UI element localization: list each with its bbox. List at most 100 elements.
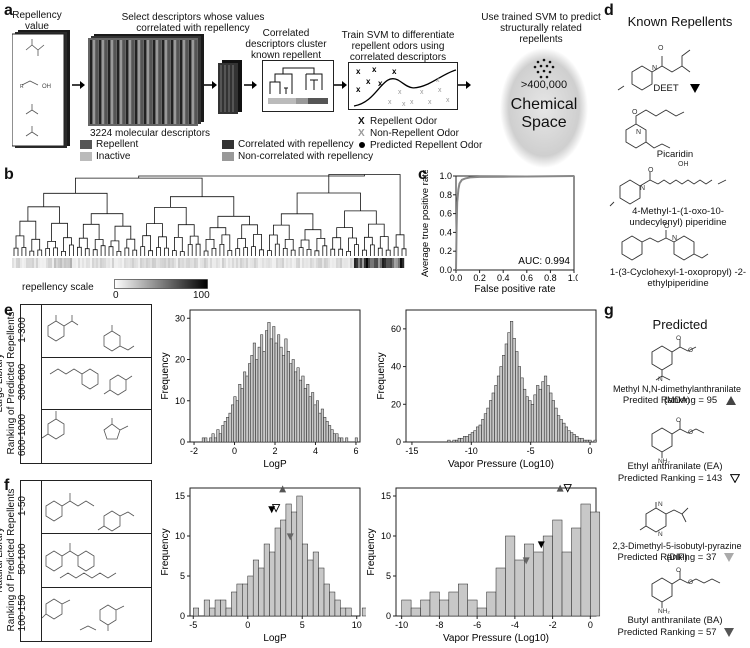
- heat-cell: [266, 258, 269, 268]
- heat-cell: [70, 258, 73, 268]
- dendrogram-heatmap: [12, 174, 407, 268]
- heat-cell: [122, 258, 125, 268]
- step1-text: Select descriptors whose values correlat…: [121, 12, 265, 34]
- natural-logp-bar: [301, 543, 308, 617]
- large-vp-bar: [541, 381, 545, 443]
- heat-cell: [124, 258, 127, 268]
- natural-vp-x-tick-label: -6: [473, 620, 481, 630]
- heat-cell: [358, 258, 361, 268]
- large-logp-bar: [255, 359, 259, 443]
- heat-cell: [348, 258, 351, 268]
- heat-cell: [216, 258, 219, 268]
- natural-vp-bar: [448, 591, 459, 617]
- heat-cell: [212, 258, 215, 268]
- large-logp-bar: [226, 417, 230, 443]
- natural-logp-x-axis-label: LogP: [263, 633, 287, 644]
- natural-logp-bar: [296, 495, 303, 617]
- svg-text:x: x: [356, 85, 361, 94]
- descriptor-stripe: [168, 40, 170, 124]
- large-logp-bar: [296, 367, 300, 443]
- legend-swatch-noncorrelated: [222, 152, 234, 161]
- descriptor-stripe: [150, 40, 152, 124]
- dip-marker-icon: [724, 553, 734, 562]
- panel-label-g: g: [604, 302, 614, 319]
- heat-cell: [376, 258, 379, 268]
- heat-cell: [346, 258, 349, 268]
- descriptor-stripe: [123, 40, 125, 124]
- svg-text:O: O: [676, 417, 681, 424]
- heat-cell: [206, 258, 209, 268]
- heat-cell: [34, 258, 37, 268]
- natural-vp-bar: [533, 551, 544, 617]
- heat-cell: [210, 258, 213, 268]
- natural-logp-bar: [323, 583, 330, 617]
- descriptor-stripe: [180, 40, 182, 124]
- ba-ranking: Predicted Ranking = 57: [617, 627, 717, 638]
- svg-text:O: O: [648, 167, 654, 174]
- heat-cell: [232, 258, 235, 268]
- heat-cell: [136, 258, 139, 268]
- heat-cell: [252, 258, 255, 268]
- heat-cell: [98, 258, 101, 268]
- large-logp-bar: [269, 338, 273, 443]
- heat-cell: [334, 258, 337, 268]
- heat-cell: [58, 258, 61, 268]
- descriptor-stripe: [186, 40, 188, 124]
- large-library-structures-box: [20, 304, 152, 464]
- large-logp-y-tick-label: 20: [175, 355, 185, 365]
- heat-cell: [246, 258, 249, 268]
- large-logp-bar: [335, 433, 339, 443]
- large-logp-bar: [318, 412, 322, 443]
- large-vp-bar: [515, 351, 519, 443]
- svm-legend-dot-icon: [359, 142, 365, 148]
- descriptor-stripe: [93, 40, 95, 124]
- large-logp-bar: [262, 351, 266, 443]
- natural-vapor-pressure-histogram: -10 -8 -6 -4 -2 0 0 5 10 15 Vapor Pressure (Log10)…: [366, 484, 601, 644]
- mda-marker-icon: [726, 396, 736, 405]
- large-logp-bar: [267, 322, 271, 443]
- heat-cell: [342, 258, 345, 268]
- heat-cell: [344, 258, 347, 268]
- large-vp-bar: [452, 439, 456, 443]
- heat-cell: [262, 258, 265, 268]
- heat-cell: [36, 258, 39, 268]
- large-logp-bar: [306, 384, 310, 443]
- roc-y-tick-label: 0.0: [439, 265, 452, 275]
- large-vp-y-axis-label: Frequency: [376, 352, 387, 399]
- large-vp-x-tick-label: -15: [405, 446, 418, 456]
- heat-cell: [396, 258, 399, 268]
- large-logp-bar: [316, 400, 319, 443]
- natural-logp-bar: [274, 527, 281, 617]
- roc-y-tick-label: 0.8: [439, 190, 452, 200]
- natural-vp-bar: [410, 607, 421, 617]
- large-vp-bar: [491, 392, 495, 443]
- svg-text:N: N: [658, 501, 663, 508]
- heat-cell: [320, 258, 323, 268]
- heat-cell: [352, 258, 355, 268]
- heat-cell: [84, 258, 87, 268]
- large-vp-bar: [551, 400, 555, 443]
- heat-cell: [132, 258, 135, 268]
- heat-cell: [78, 258, 81, 268]
- dip-ranking: Predicted Ranking = 37: [617, 552, 717, 563]
- natural-vp-x-tick-label: -4: [511, 620, 519, 630]
- heat-cell: [140, 258, 143, 268]
- natural-vp-ba-marker-icon: [522, 557, 530, 565]
- large-logp-bar: [257, 346, 261, 443]
- large-vp-bar: [562, 422, 566, 443]
- natural-vp-bar: [505, 535, 516, 617]
- heat-cell: [296, 258, 299, 268]
- heat-cell: [312, 258, 315, 268]
- large-logp-histogram: -2 0 2 4 6 0 10 20 30 LogP Frequency: [160, 309, 361, 470]
- natural-logp-bar: [225, 607, 232, 617]
- heat-cell: [300, 258, 303, 268]
- heat-cell: [30, 258, 33, 268]
- descriptor-stripe: [105, 40, 107, 124]
- large-logp-bar: [201, 437, 205, 443]
- large-logp-bar: [323, 417, 327, 443]
- svg-text:R: R: [20, 84, 24, 90]
- natural-vp-bar: [486, 591, 497, 617]
- large-vp-bar: [549, 392, 553, 443]
- large-vp-bar: [504, 343, 508, 443]
- natural-logp-bar: [247, 575, 254, 617]
